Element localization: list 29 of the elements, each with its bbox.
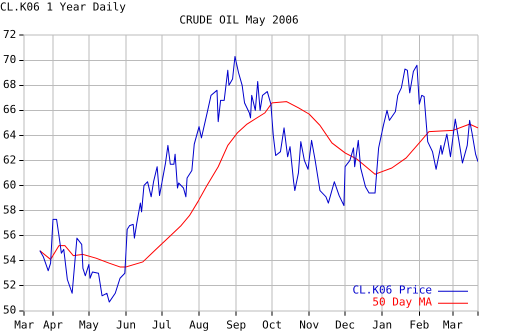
x-tick-label: Mar bbox=[442, 318, 464, 332]
legend-label: CL.K06 Price bbox=[352, 284, 432, 297]
x-tick-label: May bbox=[78, 318, 100, 332]
y-tick-label: 68 bbox=[2, 78, 16, 92]
x-tick-label: Jun bbox=[116, 318, 136, 332]
text: CL.K06 1 Year Daily bbox=[0, 0, 126, 14]
legend-label: 50 Day MA bbox=[372, 296, 432, 309]
y-tick-label: 60 bbox=[2, 178, 16, 192]
x-tick-label: Feb bbox=[409, 318, 430, 332]
chart-title: CRUDE OIL May 2006 bbox=[179, 13, 299, 26]
x-tick-label: Aug bbox=[189, 318, 209, 332]
y-tick-label: 64 bbox=[2, 128, 17, 142]
x-tick-label: Nov bbox=[299, 318, 320, 332]
x-tick-label: Sep bbox=[226, 318, 246, 332]
y-tick-label: 56 bbox=[2, 228, 16, 242]
x-tick-label: Jan bbox=[372, 318, 392, 332]
x-tick-label: Mar bbox=[14, 318, 35, 332]
x-tick-label: Jul bbox=[152, 318, 172, 332]
y-tick-label: 50 bbox=[2, 304, 16, 317]
x-tick-label: Apr bbox=[43, 318, 64, 332]
y-tick-label: 66 bbox=[2, 103, 16, 116]
y-tick-label: 54 bbox=[2, 254, 17, 267]
x-tick-label: Dec bbox=[335, 318, 356, 332]
y-tick-label: 72 bbox=[2, 28, 16, 42]
y-tick-label: 70 bbox=[2, 53, 16, 66]
y-tick-label: 62 bbox=[2, 153, 16, 166]
x-tick-label: Oct bbox=[262, 318, 282, 332]
y-tick-label: 58 bbox=[2, 203, 16, 216]
y-tick-label: 52 bbox=[2, 278, 16, 292]
